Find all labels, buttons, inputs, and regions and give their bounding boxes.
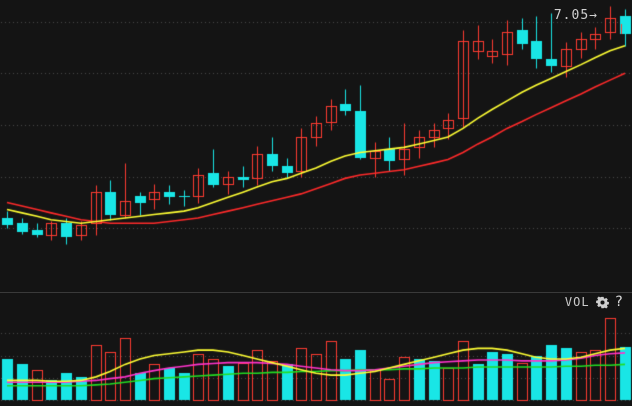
volume-chart-panel[interactable]: VOL ? <box>0 293 632 406</box>
last-price-label: 7.05→ <box>553 8 598 23</box>
price-chart-panel[interactable]: 7.05→ <box>0 0 632 293</box>
candlestick-canvas[interactable] <box>0 0 632 293</box>
help-icon[interactable]: ? <box>614 294 624 310</box>
panel-divider <box>0 292 632 293</box>
volume-canvas[interactable] <box>0 293 632 406</box>
volume-panel-header: VOL ? <box>565 294 624 310</box>
volume-title: VOL <box>564 295 590 309</box>
gear-icon[interactable] <box>595 296 609 309</box>
